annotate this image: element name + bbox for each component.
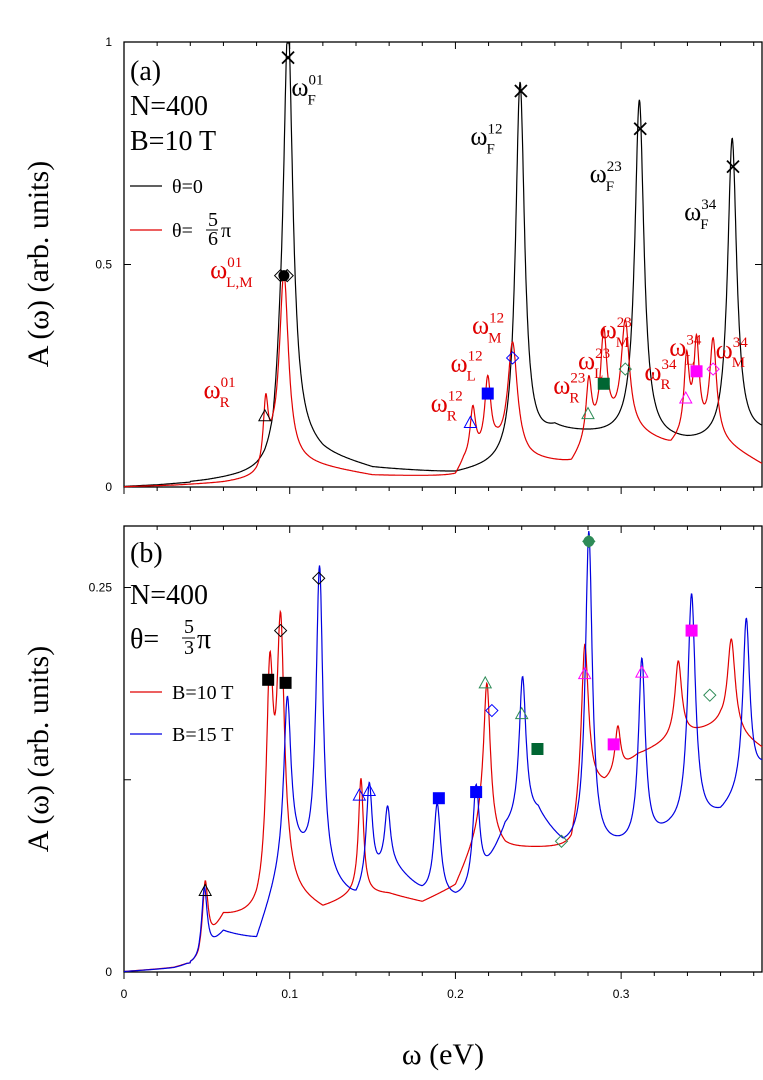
series-line-1 bbox=[124, 271, 763, 488]
panel-b-ticks: 0 0.1 0.2 0.3 0 0.25 bbox=[89, 526, 762, 1001]
panel-b-markers bbox=[198, 534, 717, 896]
omega-label: ω12 L bbox=[450, 348, 482, 384]
legend-b-theta-suffix: π bbox=[197, 624, 211, 655]
panel-b-info-n: N=400 bbox=[130, 580, 208, 611]
panel-a-legend: θ=0 θ= 5 6 π bbox=[130, 176, 231, 250]
y-axis-title-a: A (ω) (arb. units) bbox=[22, 161, 55, 367]
legend-a-label-theta0: θ=0 bbox=[172, 176, 203, 198]
marker-triangle bbox=[514, 706, 529, 720]
x-tick-label: 0.3 bbox=[613, 987, 630, 1001]
panel-b-series bbox=[124, 531, 763, 973]
y-tick-label: 1 bbox=[105, 35, 112, 49]
marker-cross bbox=[726, 159, 740, 174]
panel-a-ticks: 00.51 bbox=[95, 35, 762, 494]
omega-label: ω01 L,M bbox=[210, 255, 252, 291]
marker-triangle bbox=[198, 883, 213, 896]
legend-a-label-theta56-suffix: π bbox=[221, 220, 231, 242]
series-line-0 bbox=[124, 42, 763, 487]
marker-diamond bbox=[618, 362, 632, 376]
omega-label: ω23 R bbox=[553, 371, 585, 407]
omega-label: ω23 M bbox=[600, 315, 632, 351]
omega-label: ω01 F bbox=[291, 72, 323, 108]
marker-diamond bbox=[505, 351, 520, 365]
marker-square bbox=[690, 365, 703, 378]
y-tick-label: 0.5 bbox=[95, 258, 112, 272]
legend-a-label-theta56-prefix: θ= bbox=[172, 220, 193, 242]
marker-diamond bbox=[312, 571, 326, 585]
marker-triangle bbox=[463, 415, 478, 428]
omega-label: ω01 R bbox=[204, 375, 236, 411]
omega-label: ω12 M bbox=[472, 310, 504, 346]
series-line-0 bbox=[124, 609, 763, 973]
omega-label: ω34 M bbox=[716, 335, 749, 371]
y-tick-label: 0.25 bbox=[89, 581, 113, 595]
marker-cross bbox=[514, 84, 528, 98]
panel-b-label: (b) bbox=[130, 538, 163, 569]
marker-diamond bbox=[554, 834, 569, 848]
omega-label: ω23 L bbox=[578, 346, 610, 382]
x-axis-title: ω (eV) bbox=[402, 1038, 484, 1071]
marker-diamond bbox=[706, 362, 720, 376]
legend-b-frac-den: 3 bbox=[184, 637, 194, 659]
omega-label: ω12 R bbox=[431, 388, 463, 424]
legend-a-frac-den: 6 bbox=[208, 228, 218, 250]
marker-triangle bbox=[362, 783, 377, 797]
panel-b-frame bbox=[123, 525, 763, 973]
legend-b-frac-num: 5 bbox=[184, 616, 194, 638]
panel-b-legend: θ= 5 3 π B=10 T B=15 T bbox=[130, 616, 233, 746]
panel-a-label: (a) bbox=[130, 56, 161, 87]
y-tick-label: 0 bbox=[105, 480, 112, 494]
marker-triangle bbox=[352, 788, 367, 801]
x-tick-label: 0 bbox=[121, 987, 128, 1001]
y-axis-title-b: A (ω) (arb. units) bbox=[22, 646, 55, 852]
marker-triangle bbox=[635, 665, 649, 678]
omega-label: ω34 R bbox=[644, 357, 677, 393]
legend-b-label-b10: B=10 T bbox=[172, 682, 233, 704]
legend-b-label-b15: B=15 T bbox=[172, 724, 233, 746]
marker-triangle bbox=[678, 390, 693, 404]
y-tick-label: 0 bbox=[105, 965, 112, 979]
marker-triangle bbox=[478, 675, 493, 689]
marker-square bbox=[481, 387, 494, 400]
marker-filled-circle bbox=[583, 535, 595, 547]
marker-square bbox=[531, 743, 544, 755]
panel-a-info-n: N=400 bbox=[130, 91, 208, 122]
marker-square bbox=[607, 738, 620, 751]
panel-b: 0 0.1 0.2 0.3 0 0.25 (b) N=400 θ= 5 3 π B=10 … bbox=[89, 525, 763, 1001]
marker-cross-stroke bbox=[281, 50, 295, 65]
marker-diamond bbox=[485, 703, 499, 718]
panel-a-markers bbox=[258, 50, 740, 428]
marker-square bbox=[470, 786, 483, 799]
omega-label: ω34 L bbox=[669, 333, 702, 369]
marker-cross-stroke bbox=[726, 159, 740, 174]
legend-b-theta-prefix: θ= bbox=[130, 624, 159, 655]
marker-diamond bbox=[703, 688, 717, 702]
marker-triangle bbox=[581, 406, 595, 420]
marker-cross bbox=[633, 122, 647, 136]
marker-triangle bbox=[577, 666, 592, 680]
marker-cross bbox=[281, 50, 295, 65]
omega-label: ω12 F bbox=[470, 121, 502, 157]
omega-label: ω23 F bbox=[590, 159, 622, 195]
marker-square bbox=[279, 676, 292, 689]
legend-a-frac-num: 5 bbox=[208, 209, 218, 231]
marker-triangle bbox=[258, 408, 272, 422]
series-line-1 bbox=[124, 531, 763, 973]
omega-label: ω34 F bbox=[684, 197, 717, 233]
marker-filled-circle bbox=[278, 270, 290, 282]
x-tick-label: 0.1 bbox=[281, 987, 298, 1001]
marker-square bbox=[432, 792, 445, 805]
marker-diamond bbox=[273, 623, 288, 638]
marker-cross-stroke bbox=[514, 84, 528, 98]
marker-cross-stroke bbox=[633, 122, 647, 136]
x-tick-label: 0.2 bbox=[447, 987, 464, 1001]
marker-square bbox=[685, 624, 698, 637]
marker-square bbox=[597, 377, 610, 390]
panel-a-info-b: B=10 T bbox=[130, 126, 216, 157]
panel-a-series bbox=[124, 42, 763, 488]
marker-square bbox=[262, 673, 275, 686]
